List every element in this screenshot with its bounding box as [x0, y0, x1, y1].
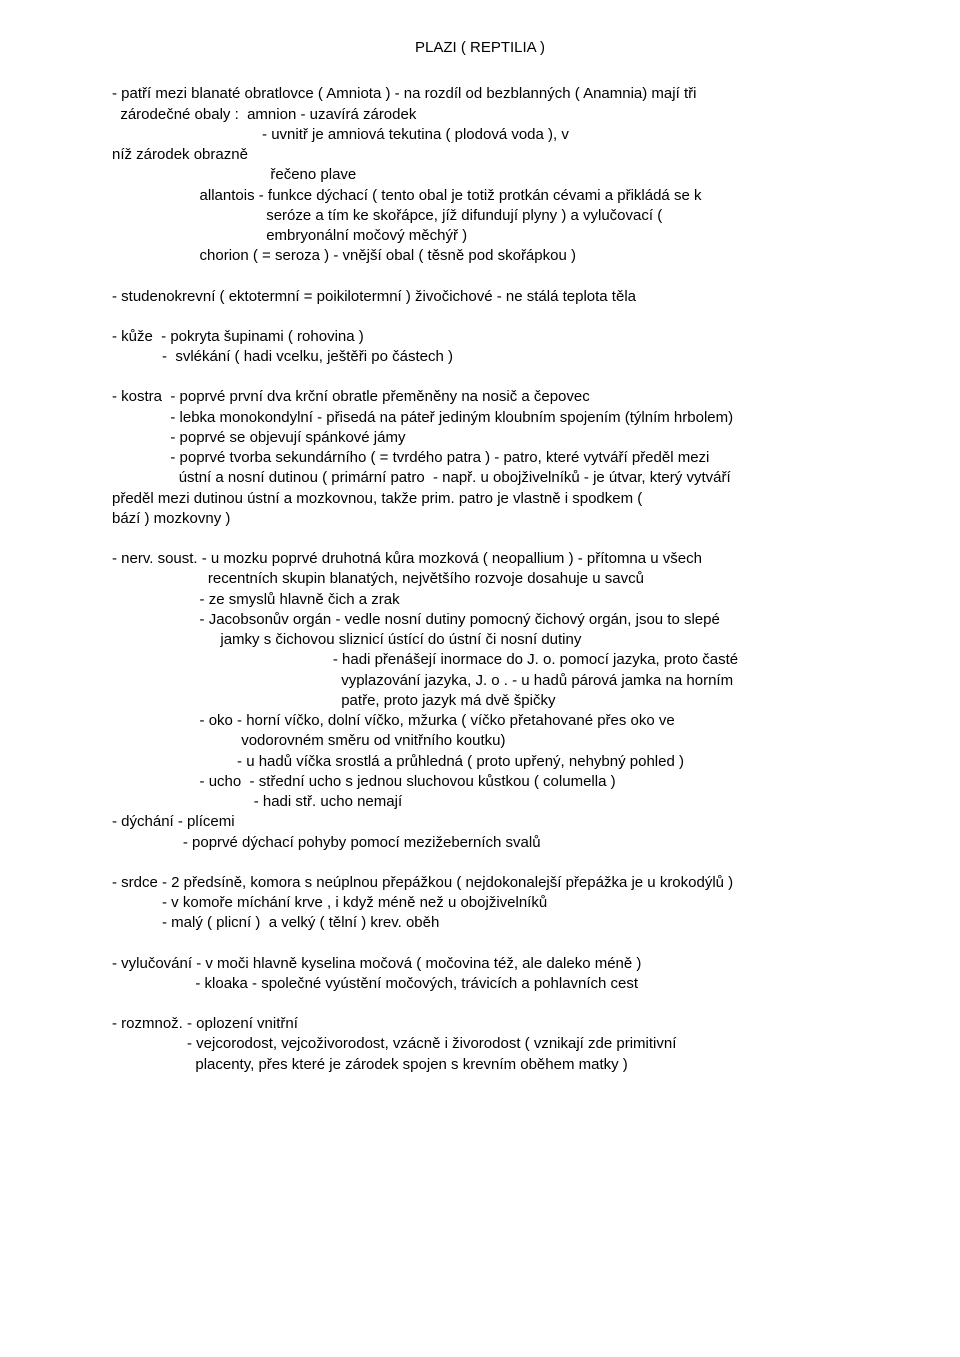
text-line: - malý ( plicní ) a velký ( tělní ) krev…	[112, 913, 906, 933]
text-line: jamky s čichovou sliznicí ústící do ústn…	[112, 630, 906, 650]
text-line: - ze smyslů hlavně čich a zrak	[112, 590, 906, 610]
text-line: vyplazování jazyka, J. o . - u hadů páro…	[112, 671, 906, 691]
text-line: - poprvé dýchací pohyby pomocí mezižeber…	[112, 833, 906, 853]
text-line: - kůže - pokryta šupinami ( rohovina )	[112, 327, 906, 347]
text-line: - oko - horní víčko, dolní víčko, mžurka…	[112, 711, 906, 731]
text-line: zárodečné obaly : amnion - uzavírá zárod…	[112, 105, 906, 125]
paragraph-7: - vylučování - v moči hlavně kyselina mo…	[112, 954, 906, 995]
text-line: - lebka monokondylní - přisedá na páteř …	[112, 408, 906, 428]
text-line: ústní a nosní dutinou ( primární patro -…	[112, 468, 906, 488]
text-line: - Jacobsonův orgán - vedle nosní dutiny …	[112, 610, 906, 630]
text-line: řečeno plave	[112, 165, 906, 185]
paragraph-5: - nerv. soust. - u mozku poprvé druhotná…	[112, 549, 906, 853]
paragraph-1: - patří mezi blanaté obratlovce ( Amniot…	[112, 84, 906, 266]
paragraph-2: - studenokrevní ( ektotermní = poikilote…	[112, 287, 906, 307]
paragraph-6: - srdce - 2 předsíně, komora s neúplnou …	[112, 873, 906, 934]
paragraph-8: - rozmnož. - oplození vnitřní - vejcorod…	[112, 1014, 906, 1075]
text-line: - vejcorodost, vejcoživorodost, vzácně i…	[112, 1034, 906, 1054]
text-line: předěl mezi dutinou ústní a mozkovnou, t…	[112, 489, 906, 509]
text-line: - hadi přenášejí inormace do J. o. pomoc…	[112, 650, 906, 670]
paragraph-4: - kostra - poprvé první dva krční obratl…	[112, 387, 906, 529]
text-line: - dýchání - plícemi	[112, 812, 906, 832]
text-line: - poprvé tvorba sekundárního ( = tvrdého…	[112, 448, 906, 468]
text-line: recentních skupin blanatých, největšího …	[112, 569, 906, 589]
text-line: allantois - funkce dýchací ( tento obal …	[112, 186, 906, 206]
text-line: - kostra - poprvé první dva krční obratl…	[112, 387, 906, 407]
text-line: - hadi stř. ucho nemají	[112, 792, 906, 812]
text-line: seróze a tím ke skořápce, jíž difundují …	[112, 206, 906, 226]
text-line: chorion ( = seroza ) - vnější obal ( těs…	[112, 246, 906, 266]
text-line: - ucho - střední ucho s jednou sluchovou…	[112, 772, 906, 792]
text-line: níž zárodek obrazně	[112, 145, 906, 165]
text-line: - u hadů víčka srostlá a průhledná ( pro…	[112, 752, 906, 772]
text-line: embryonální močový měchýř )	[112, 226, 906, 246]
text-line: placenty, přes které je zárodek spojen s…	[112, 1055, 906, 1075]
text-line: - poprvé se objevují spánkové jámy	[112, 428, 906, 448]
text-line: - kloaka - společné vyústění močových, t…	[112, 974, 906, 994]
text-line: - srdce - 2 předsíně, komora s neúplnou …	[112, 873, 906, 893]
document-title: PLAZI ( REPTILIA )	[54, 38, 906, 58]
document-page: PLAZI ( REPTILIA ) - patří mezi blanaté …	[0, 0, 960, 1357]
text-line: - patří mezi blanaté obratlovce ( Amniot…	[112, 84, 906, 104]
text-line: - rozmnož. - oplození vnitřní	[112, 1014, 906, 1034]
text-line: - svlékání ( hadi vcelku, ještěři po čás…	[112, 347, 906, 367]
text-line: - nerv. soust. - u mozku poprvé druhotná…	[112, 549, 906, 569]
text-line: bází ) mozkovny )	[112, 509, 906, 529]
text-line: vodorovném směru od vnitřního koutku)	[112, 731, 906, 751]
text-line: - v komoře míchání krve , i když méně ne…	[112, 893, 906, 913]
text-line: - uvnitř je amniová tekutina ( plodová v…	[112, 125, 906, 145]
text-line: - vylučování - v moči hlavně kyselina mo…	[112, 954, 906, 974]
paragraph-3: - kůže - pokryta šupinami ( rohovina ) -…	[112, 327, 906, 368]
text-line: patře, proto jazyk má dvě špičky	[112, 691, 906, 711]
